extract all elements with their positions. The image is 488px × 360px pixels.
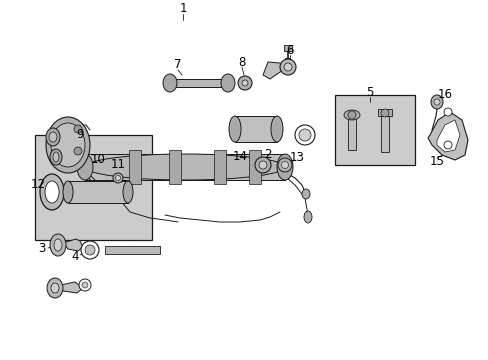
Ellipse shape — [302, 189, 309, 199]
Ellipse shape — [163, 74, 177, 92]
Text: 6: 6 — [285, 44, 293, 57]
Ellipse shape — [53, 152, 59, 162]
Ellipse shape — [51, 283, 59, 293]
Text: 4: 4 — [71, 251, 79, 264]
Bar — [129, 150, 141, 184]
Circle shape — [347, 111, 355, 119]
Circle shape — [113, 173, 123, 183]
Bar — [377, 109, 391, 116]
Bar — [235, 116, 276, 142]
Text: 15: 15 — [428, 156, 444, 168]
Bar — [380, 114, 388, 152]
Ellipse shape — [63, 181, 73, 203]
Bar — [170, 79, 227, 87]
Circle shape — [85, 245, 95, 255]
Circle shape — [254, 157, 270, 173]
Circle shape — [242, 80, 247, 86]
Bar — [347, 115, 355, 150]
Text: 9: 9 — [76, 129, 83, 141]
Bar — [85, 154, 285, 180]
Circle shape — [443, 141, 451, 149]
Bar — [334, 95, 414, 165]
Bar — [30, 12, 336, 348]
Circle shape — [433, 99, 439, 105]
Ellipse shape — [228, 116, 241, 142]
Circle shape — [294, 125, 314, 145]
Ellipse shape — [40, 174, 64, 210]
Polygon shape — [427, 112, 467, 160]
Circle shape — [81, 241, 99, 259]
Circle shape — [281, 162, 288, 168]
Circle shape — [238, 76, 251, 90]
Circle shape — [82, 282, 88, 288]
Text: 12: 12 — [30, 179, 45, 192]
Bar — [248, 150, 261, 184]
Text: 16: 16 — [437, 89, 451, 102]
Ellipse shape — [51, 123, 85, 167]
Ellipse shape — [85, 154, 285, 180]
Ellipse shape — [221, 74, 235, 92]
Circle shape — [280, 59, 295, 75]
Ellipse shape — [304, 211, 311, 223]
Polygon shape — [63, 239, 83, 251]
Ellipse shape — [45, 181, 59, 203]
Text: 11: 11 — [110, 158, 125, 171]
Text: 10: 10 — [90, 153, 105, 166]
Bar — [105, 246, 160, 254]
Text: 13: 13 — [289, 152, 304, 165]
Ellipse shape — [50, 234, 66, 256]
Ellipse shape — [430, 95, 442, 109]
Ellipse shape — [276, 154, 292, 180]
Circle shape — [115, 175, 120, 180]
Text: 14: 14 — [232, 150, 247, 163]
Ellipse shape — [47, 278, 63, 298]
Text: 7: 7 — [174, 58, 182, 72]
Bar — [169, 150, 181, 184]
Circle shape — [74, 147, 82, 155]
Circle shape — [74, 125, 82, 133]
Circle shape — [284, 63, 291, 71]
Circle shape — [259, 161, 266, 169]
Text: 8: 8 — [238, 55, 245, 68]
Circle shape — [380, 109, 388, 117]
Circle shape — [298, 129, 310, 141]
Ellipse shape — [270, 116, 283, 142]
Ellipse shape — [123, 181, 133, 203]
Text: 1: 1 — [179, 1, 186, 14]
Bar — [68, 181, 128, 203]
Circle shape — [443, 108, 451, 116]
Text: 3: 3 — [38, 242, 45, 255]
Ellipse shape — [343, 110, 359, 120]
Ellipse shape — [77, 154, 93, 180]
Bar — [35, 135, 152, 240]
Circle shape — [278, 158, 291, 172]
Polygon shape — [60, 282, 83, 293]
Ellipse shape — [50, 149, 62, 165]
Ellipse shape — [46, 128, 60, 146]
Polygon shape — [263, 62, 283, 79]
Ellipse shape — [49, 132, 57, 142]
Circle shape — [79, 279, 91, 291]
Bar — [214, 150, 225, 184]
Ellipse shape — [46, 117, 90, 173]
Bar — [284, 45, 291, 51]
Polygon shape — [436, 120, 459, 152]
Text: 2: 2 — [264, 148, 271, 162]
Text: 5: 5 — [366, 85, 373, 99]
Ellipse shape — [54, 239, 62, 251]
